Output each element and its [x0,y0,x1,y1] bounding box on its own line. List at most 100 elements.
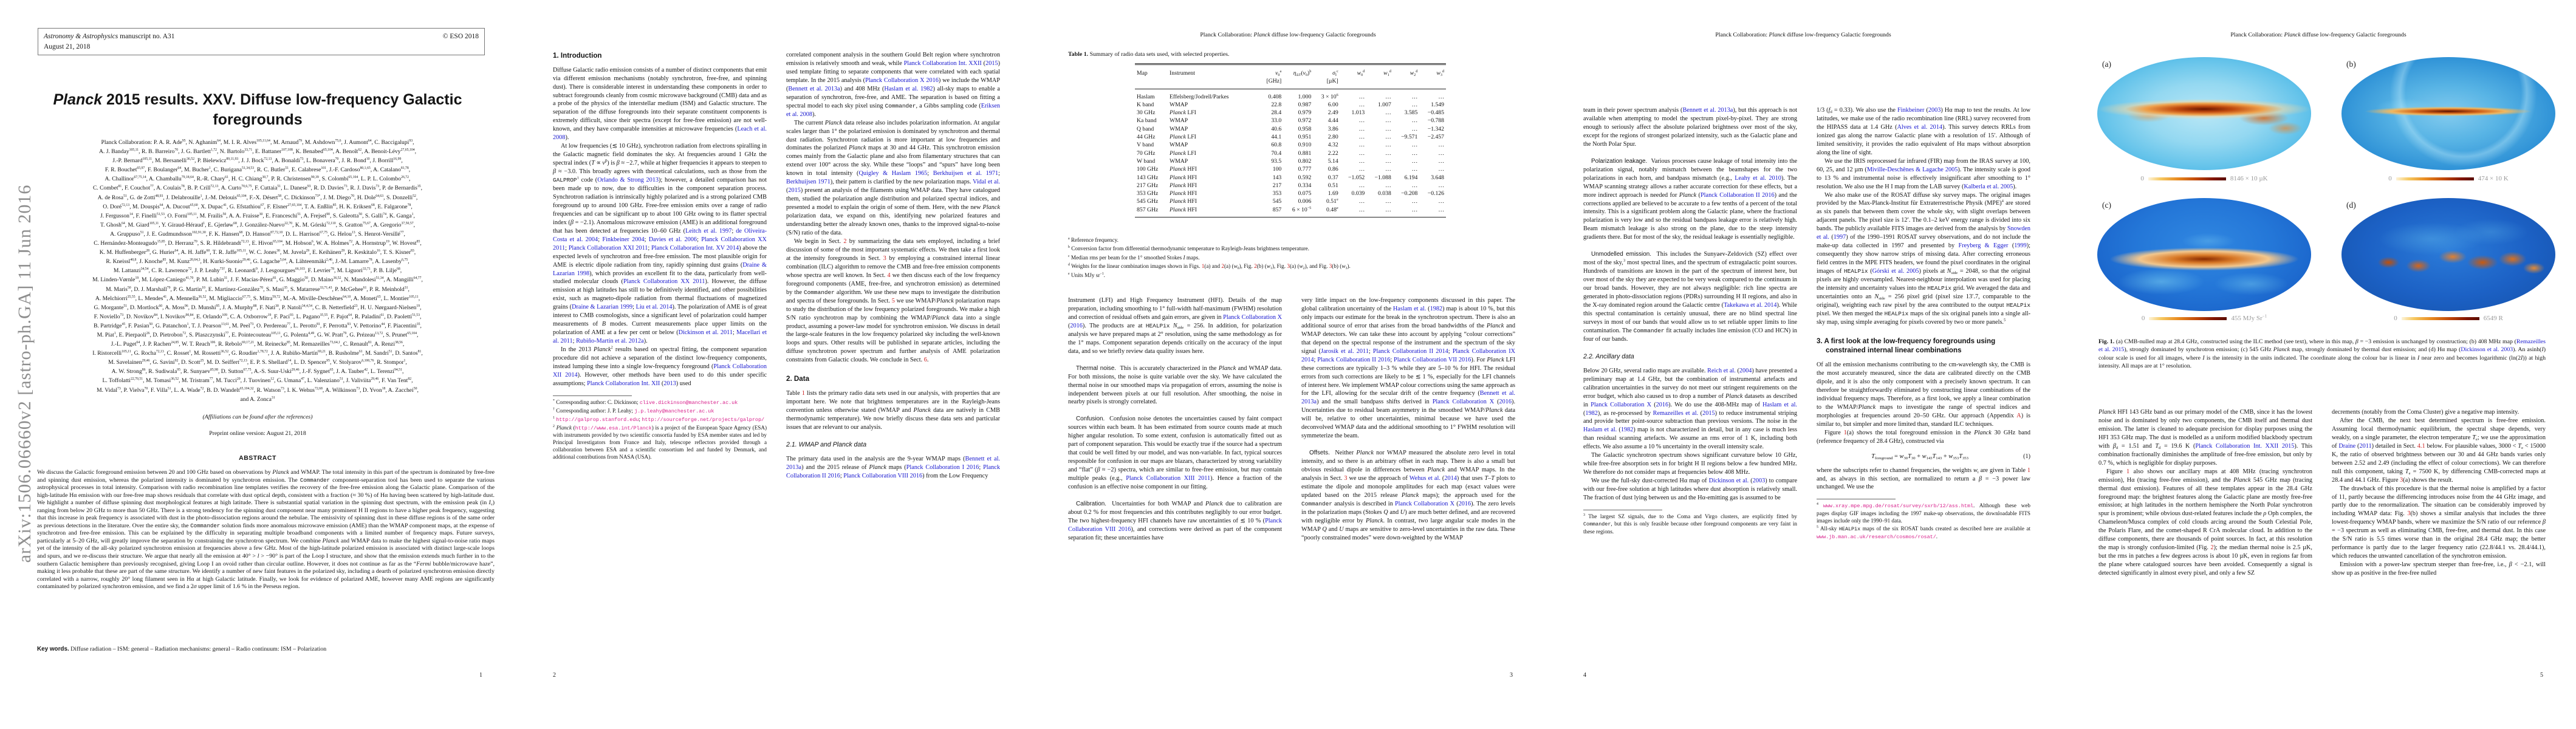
table-cell: 0.987 [1298,101,1312,108]
table-cell: 6.00 [1327,101,1338,108]
table-row: W band WMAP 93.5 0.802 5.14………… [1135,157,1446,165]
colorbar-d: 0 6549 R [2341,315,2555,322]
colorbar-c: 0 455 MJy Sr−1 [2097,314,2311,322]
author-line: L. Toffolatti22,70,51, M. Tomasi36,52, M… [102,377,413,385]
table-cell: … [1358,142,1365,149]
table-cell: 0.039 [1351,190,1365,197]
paragraph: Confusion. Confusion noise denotes the u… [1068,416,1282,491]
colorbar-a-max: 8146 × 10 µK [2230,175,2268,182]
abstract-heading: ABSTRACT [239,454,276,462]
column-left: 1. Introduction Diffuse Galactic radio em… [553,51,767,461]
table-cell: V band [1137,142,1154,149]
table-cell: 353 GHz [1137,190,1159,197]
paragraph: where the subscripts refer to channel fr… [1817,467,2030,491]
table-cell: Haslam [1137,93,1155,100]
page-number: 3 [1510,672,1513,679]
table-cell: 0.51e [1326,197,1338,205]
table-cell: … [1411,125,1418,132]
paragraph: Thermal noise. This is accurately charac… [1068,364,1283,406]
table-cell: 0.592 [1298,174,1312,181]
table-cell: … [1438,198,1444,205]
table-cell: Planck HFI [1170,182,1197,189]
figure-caption-text: (a) CMB-nulled map at 28.4 GHz, construc… [2098,338,2546,370]
table-cell: 545 [1272,198,1282,205]
table-cell: … [1411,206,1418,213]
table-cell: 28.4 [1271,109,1282,117]
table-row: 100 GHz Planck HFI 100 0.777 0.86………… [1135,165,1446,173]
column-header: w1d [1383,69,1391,77]
radio-datasets-table: Map Instrument ν0a ηΔT(ν0)b σIc w0d w1d w2d w3d … [1135,63,1446,218]
author-line: M. Linden-Vørnle19, M. López-Caniego41,7… [92,276,423,284]
page-5: Planck Collaboration: Planck diffuse low… [2061,0,2576,729]
table-cell: … [1438,182,1444,189]
table-cell: 4.32 [1327,142,1338,149]
table-cell: … [1385,198,1391,205]
colorbar-a-min: 0 [2140,175,2144,182]
paragraph: 3 The largest SZ signals, due to the Com… [1583,513,1797,535]
author-line: A. Challinor67,75,14, A. Chamballu79,18,… [104,176,411,183]
author-line: K. M. Huffenberger28, G. Hurier64, A. H.… [99,248,416,256]
table-cell: … [1438,206,1444,213]
table-cell: Q band [1137,125,1154,132]
author-line: A. Gruppuso51, J. E. Gudmundsson102,91,3… [110,230,405,238]
table-cell: … [1385,117,1391,125]
column-header: ηΔT(ν0)b [1293,69,1312,77]
table-cell: 0.777 [1298,166,1312,173]
table-cell: 0.408 [1268,93,1282,100]
table-cell: 2.80 [1327,134,1338,141]
table-cell: … [1438,93,1444,100]
author-line: M. Piat1, E. Pierpaoli26, D. Pietrobon72… [97,331,419,338]
table-cell: Planck HFI [1170,198,1197,205]
table-cell: 93.5 [1271,157,1282,165]
table-cell: 100 [1272,166,1282,173]
table-cell: … [1385,206,1391,213]
column-header: ν0a [1275,69,1282,77]
table-cell: 0.038 [1378,190,1391,197]
table-cell: 0.075 [1298,190,1312,197]
table-cell: 0.37 [1327,174,1338,181]
table-cell: −2.457 [1427,134,1444,141]
table-cell: … [1358,206,1365,213]
table-cell: 0.006 [1298,198,1312,205]
column-unit: [µK] [1313,77,1340,89]
column-right: decrements (notably from the Coma Cluste… [2332,408,2546,578]
table-cell: Planck LFI [1170,109,1196,117]
journal-line: Astronomy & Astrophysics manuscript no. … [44,33,175,40]
table-cell: 44.1 [1271,134,1282,141]
table-cell: 0.972 [1298,117,1312,125]
paragraph: Planck HFI 143 GHz band as our primary m… [2098,409,2312,467]
table-cell: 3.585 [1404,109,1418,117]
paragraph: Figure 1 also shows our ancillary maps a… [2098,468,2313,577]
author-line: F. Noviello73, D. Novikov84, I. Novikov9… [94,313,422,320]
table-cell: Planck LFI [1170,149,1196,157]
colorbar-b-min: 0 [2388,175,2392,182]
paragraph: 3. A first look at the low-frequency for… [1817,337,1996,355]
author-list: Planck Collaboration: P. A. R. Ade95, N.… [21,138,495,404]
column-right: very little impact on the low-frequency … [1301,296,1515,542]
sky-map-b: (b) [2341,57,2555,170]
paragraph: Tforeground = w30T30 + w143T143 + w353T3… [1871,453,2030,460]
table-cell: … [1411,93,1418,100]
table-cell: 857 GHz [1137,206,1159,213]
table-cell: … [1358,125,1365,132]
colorbar-b-gradient [2396,177,2474,180]
column-unit [1168,77,1259,89]
colorbar-d-min: 0 [2394,315,2397,322]
table-cell: 217 GHz [1137,182,1159,189]
table-cell: … [1411,166,1418,173]
paragraph: Polarization leakage. Various processes … [1583,157,1797,241]
table-cell: 1.549 [1431,101,1444,108]
table-cell: −1.088 [1374,174,1391,181]
paragraph: Figure 1(a) shows the total foreground e… [1817,429,2030,445]
paragraph: 2. Data [786,375,810,383]
paper-title: Planck 2015 results. XXV. Diffuse low-fr… [53,91,462,128]
table-cell: 217 [1272,182,1282,189]
date-line: August 21, 2018 [44,43,91,50]
table-cell: −1.342 [1427,125,1444,132]
table-cell: … [1358,149,1365,157]
column-unit [1392,77,1420,89]
paragraph: Unmodelled emission. This includes the S… [1583,251,1797,343]
running-head: Planck Collaboration: Planck diffuse low… [1715,32,1891,38]
panel-label-c: (c) [2102,200,2111,210]
table-cell: … [1358,198,1365,205]
